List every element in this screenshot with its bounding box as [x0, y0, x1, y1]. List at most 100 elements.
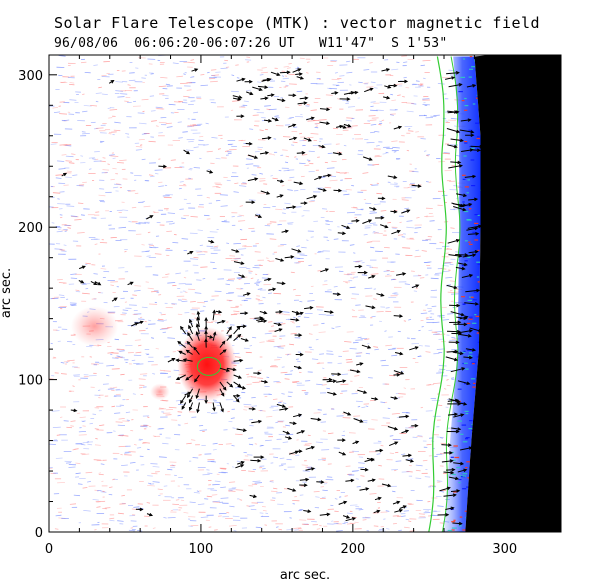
noise-stroke [114, 412, 121, 414]
noise-stroke [443, 388, 447, 390]
noise-stroke [406, 149, 410, 152]
vector-shaft [295, 312, 303, 316]
noise-stroke [292, 381, 300, 383]
field-vector [467, 232, 480, 236]
noise-stroke [374, 154, 380, 157]
vector-head [237, 97, 242, 101]
vector-head [399, 314, 404, 318]
vector-head [371, 478, 376, 482]
noise-stroke [108, 117, 113, 119]
field-vector [393, 314, 404, 318]
noise-stroke [266, 415, 273, 418]
vector-shaft [392, 501, 400, 505]
field-vector [296, 76, 305, 80]
noise-stroke [102, 157, 106, 159]
vector-head [454, 398, 459, 403]
noise-stroke [447, 313, 454, 315]
field-vector [339, 97, 351, 101]
vector-head [303, 101, 308, 105]
vector-head [350, 478, 355, 483]
vector-head [188, 399, 193, 404]
noise-stroke [403, 61, 408, 63]
noise-stroke [260, 71, 268, 74]
noise-stroke [59, 214, 63, 216]
limb-speck [474, 214, 479, 216]
noise-stroke [165, 83, 171, 86]
vector-head [455, 71, 460, 75]
field-vector [212, 331, 217, 341]
noise-stroke [310, 236, 314, 238]
vector-shaft [444, 76, 455, 80]
limb-speck [460, 76, 465, 78]
noise-stroke [318, 331, 326, 333]
vector-head [238, 95, 243, 99]
vector-shaft [450, 490, 460, 492]
vector-head [322, 188, 327, 192]
noise-stroke [127, 190, 131, 192]
noise-stroke [202, 305, 206, 308]
vector-shaft [176, 359, 186, 362]
vector-head [468, 273, 474, 278]
noise-stroke [278, 169, 282, 172]
vector-shaft [450, 367, 465, 373]
noise-stroke [406, 220, 413, 222]
vector-head [393, 175, 398, 179]
vector-head [343, 500, 348, 505]
limb-speck [470, 147, 475, 149]
noise-stroke [249, 345, 253, 347]
vector-shaft [362, 219, 372, 224]
noise-stroke [135, 223, 141, 225]
noise-stroke [248, 470, 256, 473]
vector-head [399, 351, 404, 356]
vector-shaft [457, 380, 470, 385]
limb-speck [465, 438, 469, 440]
noise-stroke [217, 148, 221, 150]
vector-head [474, 302, 480, 306]
vector-head [404, 79, 409, 84]
noise-stroke [278, 465, 284, 467]
noise-stroke [349, 244, 355, 246]
limb-speck [458, 482, 461, 484]
noise-stroke [207, 472, 213, 474]
noise-stroke [420, 64, 426, 67]
vector-head [463, 468, 468, 473]
vector-shaft [467, 225, 482, 229]
field-vector [267, 93, 275, 97]
vector-shaft [235, 464, 244, 469]
noise-stroke [115, 388, 120, 391]
vector-head [303, 483, 308, 487]
noise-stroke [95, 158, 99, 161]
vector-head [445, 512, 450, 517]
vector-head [149, 215, 154, 219]
noise-stroke [235, 489, 244, 491]
vector-head [281, 98, 286, 103]
noise-stroke [362, 519, 367, 521]
vector-shaft [401, 430, 409, 434]
noise-stroke [302, 139, 307, 142]
noise-stroke [257, 377, 264, 379]
vector-shaft [290, 318, 299, 321]
vector-head [185, 349, 190, 354]
noise-stroke [115, 90, 123, 92]
noise-stroke [214, 529, 218, 531]
field-vector [127, 281, 134, 286]
noise-stroke [197, 503, 205, 505]
limb-speck [466, 192, 469, 194]
noise-stroke [150, 73, 154, 75]
noise-stroke [346, 361, 353, 363]
noise-stroke [254, 282, 260, 284]
noise-stroke [119, 159, 127, 161]
vector-shaft [465, 289, 480, 293]
noise-stroke [177, 411, 183, 413]
field-vector [384, 85, 392, 89]
field-vector [368, 275, 376, 279]
vector-head [393, 396, 399, 400]
vector-head [276, 72, 281, 76]
noise-stroke [65, 361, 69, 363]
noise-stroke [57, 160, 65, 162]
vector-head [400, 371, 405, 375]
vector-head [305, 477, 310, 482]
vector-head [284, 229, 289, 234]
x-tick-label: 100 [189, 542, 214, 557]
vector-shaft [465, 348, 476, 351]
